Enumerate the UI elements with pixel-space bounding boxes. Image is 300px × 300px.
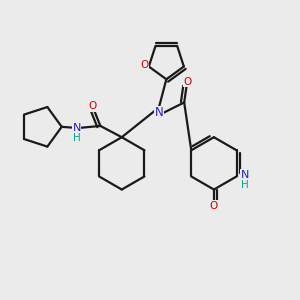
Text: O: O	[88, 101, 97, 111]
Text: H: H	[73, 133, 80, 143]
Text: O: O	[210, 201, 218, 211]
Text: N: N	[154, 106, 163, 119]
Text: O: O	[140, 60, 148, 70]
Text: H: H	[241, 180, 249, 190]
Text: N: N	[241, 170, 249, 180]
Text: N: N	[72, 123, 81, 133]
Text: O: O	[183, 76, 191, 87]
